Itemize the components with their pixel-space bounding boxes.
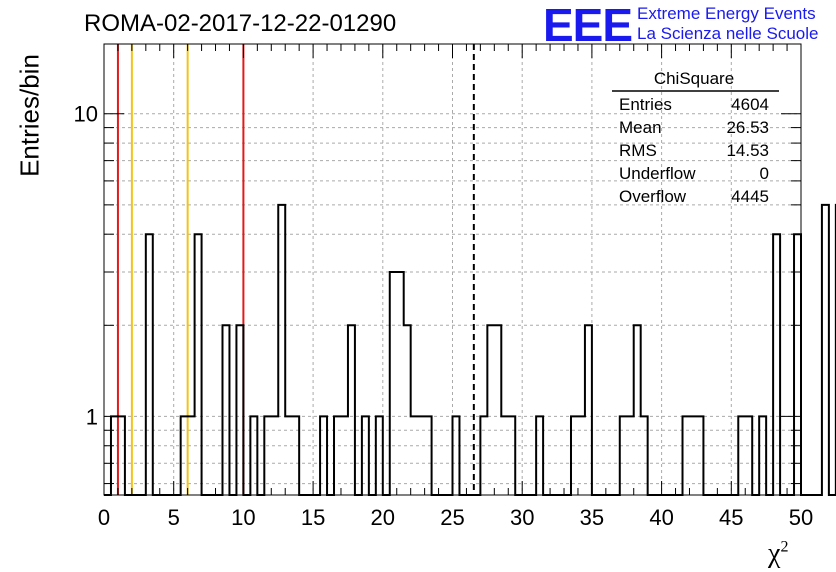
x-tick-label: 50 xyxy=(789,505,813,530)
x-tick-label: 25 xyxy=(440,505,464,530)
x-axis-label: χ2 xyxy=(768,538,788,570)
stats-row-value: 26.53 xyxy=(726,118,769,137)
x-tick-label: 20 xyxy=(371,505,395,530)
logo-line-1: Extreme Energy Events xyxy=(637,4,816,23)
x-tick-label: 15 xyxy=(301,505,325,530)
stats-row-label: RMS xyxy=(619,141,657,160)
x-tick-label: 0 xyxy=(98,505,110,530)
x-tick-label: 5 xyxy=(168,505,180,530)
stats-row-value: 14.53 xyxy=(726,141,769,160)
x-tick-label: 40 xyxy=(649,505,673,530)
chart-title: ROMA-02-2017-12-22-01290 xyxy=(84,10,397,37)
x-tick-label: 35 xyxy=(580,505,604,530)
stats-row-value: 4604 xyxy=(731,95,769,114)
stats-row-label: Entries xyxy=(619,95,672,114)
y-tick-label: 10 xyxy=(74,102,98,127)
histogram-bars xyxy=(104,203,836,496)
x-axis-label-text: χ xyxy=(768,538,781,569)
histogram-outline xyxy=(104,203,836,496)
axis-ticks: 0 5 10 15 20 25 30 35 40 45 50 1 10 xyxy=(74,44,813,530)
logo-line-2: La Scienza nelle Scuole xyxy=(637,24,819,43)
stats-row-label: Overflow xyxy=(619,187,687,206)
stats-row-value: 4445 xyxy=(731,187,769,206)
stats-row-label: Underflow xyxy=(619,164,696,183)
stats-row-value: 0 xyxy=(760,164,769,183)
x-tick-label: 45 xyxy=(719,505,743,530)
x-tick-label: 10 xyxy=(231,505,255,530)
y-tick-label: 1 xyxy=(86,404,98,429)
stats-box: ChiSquare Entries 4604 Mean 26.53 RMS 14.53 Und… xyxy=(612,69,779,206)
x-axis-label-sup: 2 xyxy=(780,538,789,556)
stats-row-label: Mean xyxy=(619,118,662,137)
x-tick-label: 30 xyxy=(510,505,534,530)
reference-lines xyxy=(116,44,475,495)
eee-logo: EEE xyxy=(543,0,633,51)
stats-title: ChiSquare xyxy=(654,69,734,88)
